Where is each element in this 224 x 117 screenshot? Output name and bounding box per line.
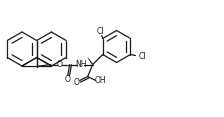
Text: Cl: Cl — [139, 52, 146, 61]
Text: Cl: Cl — [97, 27, 104, 36]
Polygon shape — [88, 57, 93, 65]
Text: O: O — [65, 75, 71, 84]
Text: O: O — [57, 60, 63, 69]
Text: NH: NH — [75, 60, 86, 69]
Text: OH: OH — [95, 76, 107, 85]
Text: O: O — [74, 78, 80, 87]
